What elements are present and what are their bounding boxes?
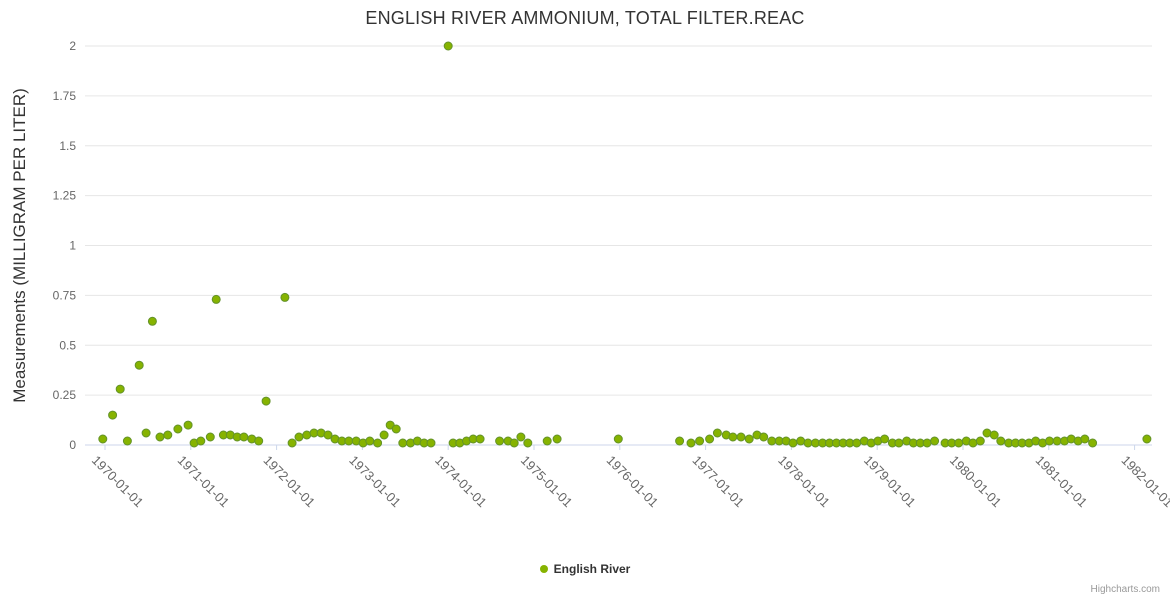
data-point[interactable] — [542, 436, 552, 446]
data-point[interactable] — [516, 432, 526, 442]
y-axis-tick-label: 0 — [69, 438, 76, 452]
x-axis-tick-label: 1973-01-01 — [346, 453, 404, 511]
data-point[interactable] — [954, 438, 964, 448]
data-point[interactable] — [141, 428, 151, 438]
data-point[interactable] — [294, 432, 304, 442]
data-point[interactable] — [1052, 436, 1062, 446]
x-axis-tick-label: 1976-01-01 — [604, 453, 662, 511]
y-axis-title: Measurements (MILLIGRAM PER LITER) — [10, 88, 29, 403]
data-point[interactable] — [205, 432, 215, 442]
highcharts-credits-link[interactable]: Highcharts.com — [1090, 584, 1160, 595]
x-axis-tick-label: 1980-01-01 — [947, 453, 1005, 511]
data-point[interactable] — [163, 430, 173, 440]
data-point[interactable] — [1142, 434, 1152, 444]
data-point[interactable] — [1088, 438, 1098, 448]
data-point[interactable] — [239, 432, 249, 442]
data-point[interactable] — [426, 438, 436, 448]
x-axis-tick-label: 1979-01-01 — [861, 453, 919, 511]
data-point[interactable] — [613, 434, 623, 444]
data-point[interactable] — [803, 438, 813, 448]
chart-title: ENGLISH RIVER AMMONIUM, TOTAL FILTER.REA… — [365, 8, 805, 28]
y-axis-tick-label: 1.75 — [53, 89, 77, 103]
y-axis-tick-label: 1.5 — [59, 139, 76, 153]
y-axis-tick-label: 1.25 — [53, 189, 77, 203]
data-point[interactable] — [930, 436, 940, 446]
x-axis-tick-label: 1975-01-01 — [518, 453, 576, 511]
data-point[interactable] — [365, 436, 375, 446]
data-point[interactable] — [996, 436, 1006, 446]
data-point[interactable] — [759, 432, 769, 442]
data-point[interactable] — [373, 438, 383, 448]
data-point[interactable] — [509, 438, 519, 448]
legend[interactable]: English River — [0, 562, 1170, 576]
data-point[interactable] — [443, 41, 453, 51]
data-point[interactable] — [744, 434, 754, 444]
data-point[interactable] — [880, 434, 890, 444]
data-point[interactable] — [968, 438, 978, 448]
data-point[interactable] — [475, 434, 485, 444]
data-point[interactable] — [1045, 436, 1054, 446]
data-point[interactable] — [280, 292, 290, 302]
x-axis-tick-label: 1977-01-01 — [689, 453, 747, 511]
y-axis-tick-label: 1 — [69, 239, 76, 253]
x-axis-tick-label: 1981-01-01 — [1033, 453, 1091, 511]
data-point[interactable] — [379, 430, 389, 440]
data-point[interactable] — [552, 434, 562, 444]
data-point[interactable] — [287, 438, 297, 448]
data-point[interactable] — [261, 396, 271, 406]
data-point[interactable] — [495, 436, 505, 446]
data-point[interactable] — [254, 436, 264, 446]
data-point[interactable] — [1080, 434, 1090, 444]
data-point[interactable] — [852, 438, 862, 448]
data-point[interactable] — [989, 430, 999, 440]
x-axis-tick-label: 1974-01-01 — [432, 453, 490, 511]
data-point[interactable] — [147, 316, 157, 326]
data-point[interactable] — [323, 430, 333, 440]
data-point[interactable] — [894, 438, 904, 448]
data-point[interactable] — [767, 436, 777, 446]
data-point[interactable] — [922, 438, 932, 448]
x-axis-tick-label: 1982-01-01 — [1118, 453, 1170, 511]
y-axis-tick-label: 0.5 — [59, 338, 76, 352]
data-point[interactable] — [788, 438, 798, 448]
data-point[interactable] — [391, 424, 401, 434]
data-point[interactable] — [122, 436, 132, 446]
legend-marker-icon — [539, 565, 548, 573]
data-point[interactable] — [675, 436, 685, 446]
data-point[interactable] — [398, 438, 408, 448]
data-point[interactable] — [975, 436, 985, 446]
data-point[interactable] — [523, 438, 533, 448]
data-point[interactable] — [173, 424, 183, 434]
x-axis-tick-label: 1978-01-01 — [775, 453, 833, 511]
x-axis-tick-label: 1971-01-01 — [175, 453, 233, 511]
x-axis-tick-label: 1970-01-01 — [89, 453, 147, 511]
data-point[interactable] — [108, 410, 118, 420]
data-point[interactable] — [344, 436, 354, 446]
data-point[interactable] — [115, 384, 125, 394]
x-axis-tick-label: 1972-01-01 — [260, 453, 318, 511]
data-point[interactable] — [705, 434, 715, 444]
data-point[interactable] — [98, 434, 108, 444]
data-point[interactable] — [796, 436, 806, 446]
data-point[interactable] — [183, 420, 193, 430]
y-axis-tick-label: 0.75 — [53, 288, 77, 302]
data-point[interactable] — [736, 432, 746, 442]
legend-series-label: English River — [553, 562, 631, 576]
data-point[interactable] — [686, 438, 696, 448]
y-axis-tick-label: 0.25 — [53, 388, 77, 402]
data-point[interactable] — [155, 432, 165, 442]
data-point[interactable] — [196, 436, 206, 446]
data-point[interactable] — [695, 436, 705, 446]
data-point[interactable] — [712, 428, 722, 438]
data-point[interactable] — [728, 432, 738, 442]
y-axis-tick-label: 2 — [69, 39, 76, 53]
data-point[interactable] — [134, 360, 144, 370]
data-point[interactable] — [211, 294, 221, 304]
